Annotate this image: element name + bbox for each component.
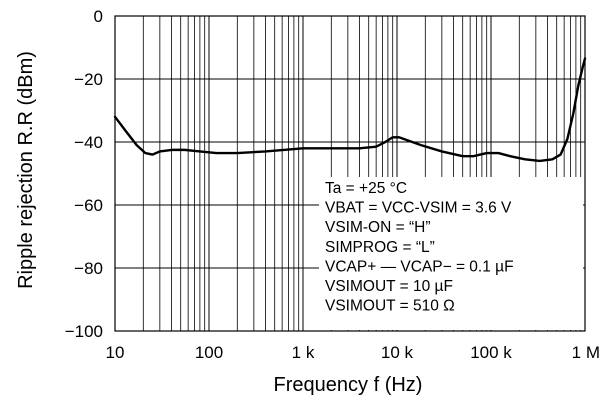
annotation-box [319,177,583,330]
x-tick-label: 10 [106,343,125,362]
series-layer [113,57,587,163]
x-tick-label: 1 M [572,343,600,362]
condition-line: VCAP+ — VCAP− = 0.1 µF [325,258,514,275]
y-tick-label: 0 [94,7,103,26]
test-conditions: Ta = +25 °C VBAT = VCC-VSIM = 3.6 V VSIM-O… [325,180,514,315]
y-axis-tick-labels: 0 −20 −40 −60 −80 −100 [65,7,103,341]
series-line-0 [113,57,587,163]
annotation-background [319,177,583,330]
condition-line: VBAT = VCC-VSIM = 3.6 V [325,200,512,217]
x-axis-tick-labels: 10 100 1 k 10 k 100 k 1 M [106,343,600,362]
y-axis-title: Ripple rejection R.R (dBm) [15,51,37,289]
x-tick-label: 10 k [381,343,414,362]
condition-line: VSIMOUT = 10 µF [325,278,453,295]
y-tick-label: −100 [65,322,103,341]
y-tick-label: −80 [74,259,103,278]
plot-frame [114,15,586,332]
condition-line: Ta = +25 °C [325,180,407,197]
y-tick-label: −60 [74,196,103,215]
x-tick-label: 100 k [470,343,512,362]
y-tick-label: −20 [74,70,103,89]
x-tick-label: 100 [195,343,223,362]
condition-line: VSIM-ON = “H” [325,219,431,236]
y-tick-label: −40 [74,133,103,152]
x-axis-title: Frequency f (Hz) [274,374,423,396]
condition-line: VSIMOUT = 510 Ω [325,298,455,315]
condition-line: SIMPROG = “L” [325,239,435,256]
x-tick-label: 1 k [292,343,315,362]
